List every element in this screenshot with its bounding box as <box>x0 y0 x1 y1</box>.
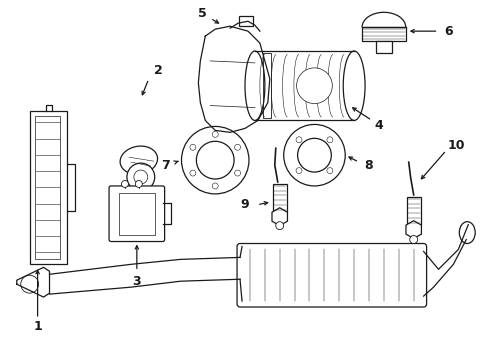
Bar <box>35 116 60 260</box>
Ellipse shape <box>284 125 345 186</box>
Text: 6: 6 <box>444 24 453 38</box>
FancyBboxPatch shape <box>237 243 427 307</box>
Bar <box>376 41 392 53</box>
Text: 9: 9 <box>241 198 249 211</box>
Bar <box>273 184 287 212</box>
Circle shape <box>135 180 142 188</box>
Circle shape <box>410 235 417 243</box>
Text: 5: 5 <box>198 7 207 20</box>
Circle shape <box>127 163 155 191</box>
Text: 3: 3 <box>132 275 141 288</box>
Ellipse shape <box>245 51 265 121</box>
Ellipse shape <box>459 222 475 243</box>
Text: 7: 7 <box>161 159 170 172</box>
Circle shape <box>21 275 39 293</box>
Circle shape <box>327 137 333 143</box>
Ellipse shape <box>297 138 331 172</box>
Circle shape <box>296 68 332 104</box>
Ellipse shape <box>181 126 249 194</box>
Circle shape <box>235 170 241 176</box>
Circle shape <box>327 168 333 174</box>
Text: 8: 8 <box>365 159 373 172</box>
Circle shape <box>296 137 302 143</box>
Bar <box>263 53 271 118</box>
Circle shape <box>276 222 284 230</box>
Ellipse shape <box>343 51 365 121</box>
Bar <box>30 111 68 264</box>
Circle shape <box>190 144 196 150</box>
Circle shape <box>134 170 148 184</box>
Circle shape <box>235 144 241 150</box>
Text: 4: 4 <box>374 119 383 132</box>
Ellipse shape <box>120 146 158 174</box>
Bar <box>119 193 155 235</box>
Text: 2: 2 <box>154 64 163 77</box>
Circle shape <box>296 168 302 174</box>
Bar <box>239 16 253 26</box>
Circle shape <box>212 183 218 189</box>
Bar <box>362 27 406 41</box>
Text: 1: 1 <box>33 320 42 333</box>
FancyBboxPatch shape <box>109 186 165 242</box>
Text: 10: 10 <box>447 139 465 152</box>
Bar <box>407 197 420 225</box>
Ellipse shape <box>196 141 234 179</box>
Circle shape <box>122 180 128 188</box>
Circle shape <box>212 131 218 137</box>
Circle shape <box>190 170 196 176</box>
